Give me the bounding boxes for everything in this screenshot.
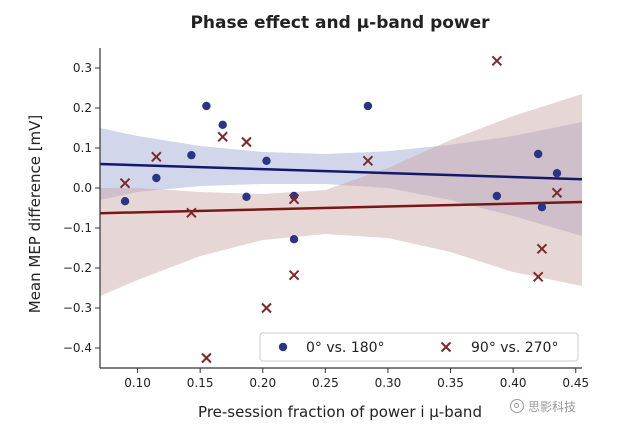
data-point-0-180 bbox=[152, 173, 161, 183]
x-tick-label: 0.20 bbox=[249, 376, 276, 390]
legend-box bbox=[259, 332, 579, 362]
x-tick-label: 0.45 bbox=[562, 376, 589, 390]
x-axis-ticks: 0.10 0.15 0.20 0.25 0.30 0.35 0.40 0.45 bbox=[124, 368, 589, 390]
data-point-90-270 bbox=[288, 193, 300, 205]
data-point-90-270 bbox=[261, 302, 272, 314]
y-tick-label: −0.4 bbox=[63, 341, 92, 355]
watermark-text: 思影科技 bbox=[528, 399, 577, 414]
data-point-0-180 bbox=[289, 235, 299, 244]
x-tick-label: 0.15 bbox=[187, 376, 214, 390]
y-tick-label: 0.0 bbox=[73, 181, 92, 195]
data-point-90-270 bbox=[119, 177, 131, 189]
data-point-90-270 bbox=[201, 352, 212, 364]
data-point-90-270 bbox=[551, 187, 563, 199]
wechat-logo-icon bbox=[510, 399, 524, 413]
regression-lines bbox=[99, 162, 583, 215]
data-point-90-270 bbox=[532, 271, 544, 283]
legend-marker-circle bbox=[278, 342, 288, 352]
data-point-0-180 bbox=[120, 197, 130, 206]
legend-circle-icon bbox=[278, 342, 288, 352]
confidence-band-90-270 bbox=[100, 94, 582, 296]
y-axis-label: Mean MEP difference [mV] bbox=[26, 115, 44, 314]
data-point-0-180 bbox=[533, 149, 543, 159]
y-tick-label: −0.3 bbox=[63, 301, 92, 315]
x-tick-label: 0.10 bbox=[124, 376, 151, 390]
y-tick-label: 0.3 bbox=[73, 61, 92, 75]
data-points bbox=[119, 55, 563, 364]
data-point-90-270 bbox=[362, 155, 374, 167]
data-point-90-270 bbox=[217, 131, 228, 143]
legend-x-icon bbox=[440, 341, 452, 353]
confidence-band-0-180 bbox=[100, 122, 582, 236]
y-tick-label: −0.1 bbox=[63, 221, 92, 235]
x-tick-label: 0.35 bbox=[437, 376, 464, 390]
regression-line-90-270 bbox=[99, 200, 583, 215]
watermark: 思影科技 bbox=[510, 395, 620, 417]
legend-marker-x bbox=[440, 341, 452, 353]
data-point-90-270 bbox=[186, 207, 197, 219]
confidence-bands bbox=[100, 94, 582, 296]
data-point-90-270 bbox=[536, 243, 548, 255]
data-point-0-180 bbox=[552, 169, 562, 178]
data-point-0-180 bbox=[492, 191, 502, 201]
data-point-0-180 bbox=[218, 120, 227, 129]
data-point-0-180 bbox=[262, 156, 271, 165]
data-point-0-180 bbox=[202, 101, 211, 111]
data-point-0-180 bbox=[187, 151, 196, 160]
y-tick-label: 0.2 bbox=[73, 101, 92, 115]
y-tick-label: −0.2 bbox=[63, 261, 92, 275]
data-point-90-270 bbox=[241, 136, 252, 148]
x-axis-label: Pre-session fraction of power i μ-band bbox=[198, 403, 482, 421]
axes bbox=[99, 48, 582, 369]
y-axis-ticks: 0.3 0.2 0.1 0.0 −0.1 −0.2 −0.3 −0.4 bbox=[63, 61, 100, 355]
data-point-90-270 bbox=[151, 151, 162, 163]
data-point-90-270 bbox=[288, 269, 300, 281]
x-tick-label: 0.40 bbox=[500, 376, 527, 390]
data-point-0-180 bbox=[242, 192, 251, 201]
chart-title: Phase effect and μ-band power bbox=[190, 13, 490, 33]
y-tick-label: 0.1 bbox=[73, 141, 92, 155]
data-point-0-180 bbox=[363, 101, 373, 111]
x-tick-label: 0.25 bbox=[312, 376, 339, 390]
x-tick-label: 0.30 bbox=[375, 376, 402, 390]
legend-label-90-270: 90° vs. 270° bbox=[471, 340, 558, 356]
legend-label-0-180: 0° vs. 180° bbox=[306, 340, 385, 356]
data-point-90-270 bbox=[491, 55, 503, 67]
regression-line-0-180 bbox=[99, 162, 583, 181]
data-point-0-180 bbox=[537, 203, 547, 212]
legend: 0° vs. 180° 90° vs. 270° bbox=[259, 332, 579, 362]
